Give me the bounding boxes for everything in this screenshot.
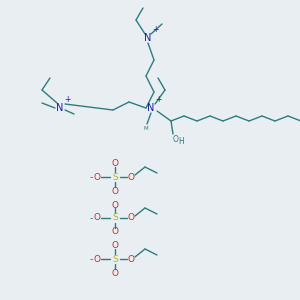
- Text: -: -: [89, 254, 93, 264]
- Text: O: O: [112, 187, 118, 196]
- Text: H: H: [178, 136, 184, 146]
- Text: N: N: [56, 103, 64, 113]
- Text: +: +: [152, 26, 158, 34]
- Text: N: N: [147, 103, 155, 113]
- Text: O: O: [94, 254, 100, 263]
- Text: O: O: [94, 172, 100, 182]
- Text: S: S: [112, 214, 118, 223]
- Text: O: O: [128, 214, 134, 223]
- Text: O: O: [112, 200, 118, 209]
- Text: O: O: [112, 227, 118, 236]
- Text: S: S: [112, 172, 118, 182]
- Text: -: -: [89, 172, 93, 182]
- Text: -: -: [89, 213, 93, 223]
- Text: O: O: [94, 214, 100, 223]
- Text: +: +: [155, 95, 161, 104]
- Text: O: O: [112, 160, 118, 169]
- Text: O: O: [173, 134, 179, 143]
- Text: O: O: [112, 242, 118, 250]
- Text: O: O: [112, 268, 118, 278]
- Text: S: S: [112, 254, 118, 263]
- Text: O: O: [128, 254, 134, 263]
- Text: N: N: [144, 33, 152, 43]
- Text: +: +: [64, 95, 70, 104]
- Text: M: M: [144, 125, 148, 130]
- Text: O: O: [128, 172, 134, 182]
